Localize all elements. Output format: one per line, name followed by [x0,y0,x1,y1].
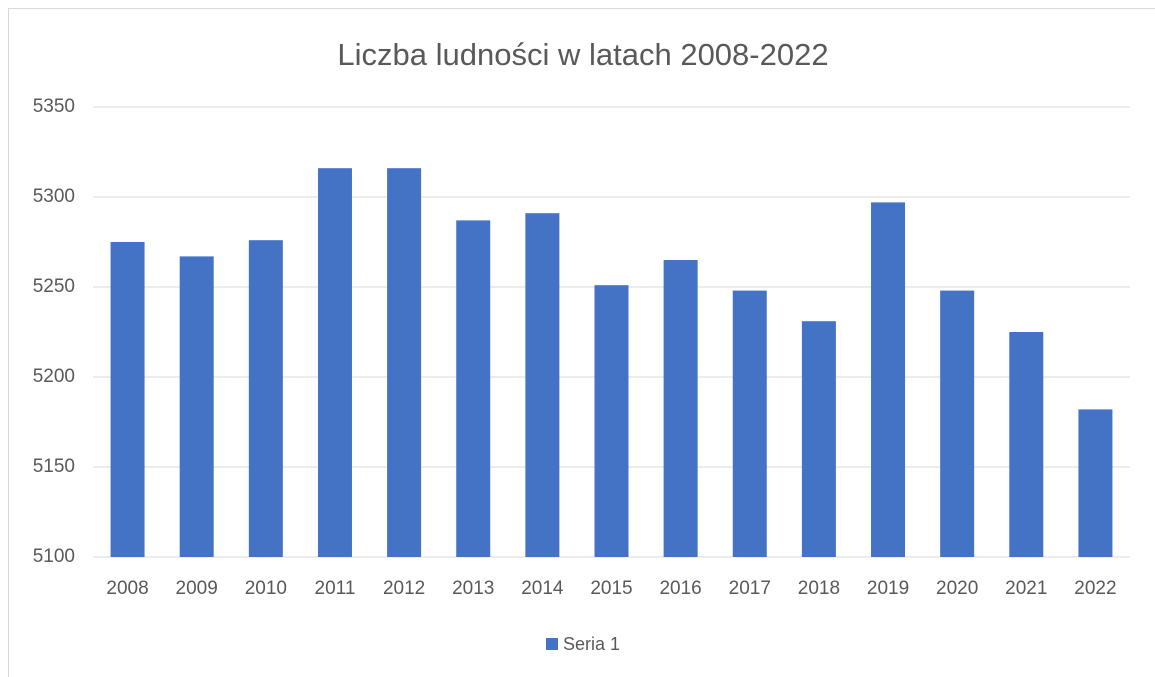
chart-title: Liczba ludności w latach 2008-2022 [337,37,828,72]
x-tick-label: 2022 [1074,578,1116,599]
x-tick-label: 2008 [106,578,148,599]
y-tick-label: 5250 [33,276,75,297]
bar [663,260,698,557]
bar [317,168,352,557]
y-tick-label: 5150 [33,456,75,477]
bar [940,290,975,557]
y-tick-label: 5200 [33,366,75,387]
x-tick-label: 2013 [452,578,494,599]
x-tick-label: 2009 [176,578,218,599]
bar [732,290,767,557]
x-tick-label: 2012 [383,578,425,599]
bar [594,285,629,557]
bar [110,242,145,557]
bar [871,202,906,557]
legend-label: Seria 1 [563,634,620,654]
x-tick-label: 2014 [521,578,564,599]
x-tick-label: 2015 [590,578,632,599]
x-tick-label: 2016 [659,578,701,599]
x-tick-label: 2010 [245,578,287,599]
y-tick-label: 5350 [33,96,75,117]
y-tick-label: 5100 [33,546,75,567]
bar [1078,409,1113,557]
legend-swatch [546,638,558,650]
bar [801,321,836,557]
bar [179,256,214,557]
x-tick-label: 2011 [315,578,356,599]
x-tick-label: 2019 [867,578,909,599]
bar [456,220,491,557]
x-tick-label: 2018 [798,578,840,599]
bar [387,168,422,557]
bar [248,240,283,557]
bar [525,213,560,557]
x-tick-label: 2020 [936,578,978,599]
y-tick-label: 5300 [33,186,75,207]
x-tick-label: 2017 [729,578,771,599]
bar [1009,332,1044,557]
x-tick-label: 2021 [1005,578,1047,599]
